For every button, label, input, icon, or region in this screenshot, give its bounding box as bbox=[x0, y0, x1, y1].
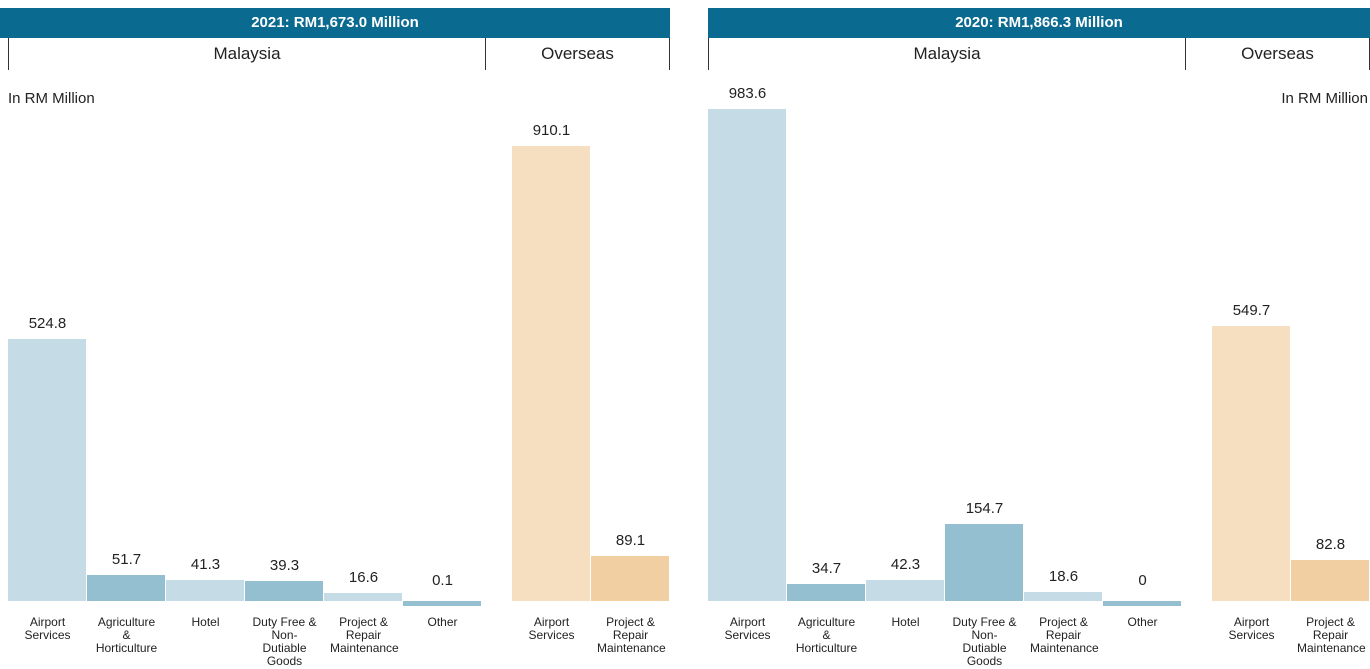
bar bbox=[1024, 591, 1102, 601]
category-label: Project & Repair Maintenance bbox=[1030, 615, 1099, 655]
value-label: 89.1 bbox=[615, 532, 646, 550]
group-header: Overseas bbox=[485, 38, 670, 70]
value-label: 51.7 bbox=[111, 551, 142, 569]
bar bbox=[8, 338, 86, 601]
category-label: Project & Repair Maintenance bbox=[1297, 615, 1366, 655]
category-label: Other bbox=[427, 615, 458, 629]
category-label: Project & Repair Maintenance bbox=[330, 615, 399, 655]
bar bbox=[166, 580, 244, 601]
value-label: 0.1 bbox=[432, 572, 453, 589]
bar bbox=[87, 575, 165, 601]
axis-label: In RM Million bbox=[8, 90, 95, 107]
category-label: Airport Services bbox=[24, 615, 71, 642]
bar bbox=[403, 600, 481, 606]
bar bbox=[1103, 601, 1181, 606]
group-header: Malaysia bbox=[708, 38, 1185, 70]
bar bbox=[591, 556, 669, 601]
category-label: Agriculture & Horticulture bbox=[95, 615, 158, 655]
category-label: Hotel bbox=[891, 615, 920, 629]
value-label: 549.7 bbox=[1232, 302, 1271, 320]
value-label: 0 bbox=[1138, 572, 1147, 589]
group-header: Overseas bbox=[1185, 38, 1370, 70]
category-label: Project & Repair Maintenance bbox=[597, 615, 666, 655]
bar bbox=[1291, 559, 1369, 601]
bar bbox=[512, 145, 590, 601]
bar bbox=[787, 583, 865, 601]
value-label: 39.3 bbox=[269, 557, 300, 575]
panel-title: 2020: RM1,866.3 Million bbox=[708, 8, 1370, 38]
category-label: Hotel bbox=[191, 615, 220, 629]
value-label: 154.7 bbox=[965, 499, 1004, 517]
bar bbox=[708, 109, 786, 601]
group-header: Malaysia bbox=[8, 38, 485, 70]
bar bbox=[945, 523, 1023, 601]
value-label: 41.3 bbox=[190, 556, 221, 574]
panel-title: 2021: RM1,673.0 Million bbox=[0, 8, 670, 38]
value-label: 82.8 bbox=[1315, 535, 1346, 553]
category-label: Agriculture & Horticulture bbox=[795, 615, 858, 655]
value-label: 42.3 bbox=[890, 555, 921, 573]
category-label: Airport Services bbox=[528, 615, 575, 642]
bar bbox=[245, 581, 323, 601]
value-label: 910.1 bbox=[532, 121, 571, 139]
bar bbox=[324, 592, 402, 601]
bar bbox=[866, 579, 944, 601]
axis-label: In RM Million bbox=[1281, 90, 1368, 107]
value-label: 16.6 bbox=[348, 568, 379, 586]
category-label: Other bbox=[1127, 615, 1158, 629]
value-label: 983.6 bbox=[728, 85, 767, 103]
value-label: 34.7 bbox=[811, 559, 842, 577]
category-label: Airport Services bbox=[724, 615, 771, 642]
value-label: 18.6 bbox=[1048, 567, 1079, 585]
category-label: Duty Free & Non- Dutiable Goods bbox=[252, 615, 317, 668]
category-label: Airport Services bbox=[1228, 615, 1275, 642]
bar bbox=[1212, 326, 1290, 601]
category-label: Duty Free & Non- Dutiable Goods bbox=[952, 615, 1017, 668]
value-label: 524.8 bbox=[28, 314, 67, 332]
